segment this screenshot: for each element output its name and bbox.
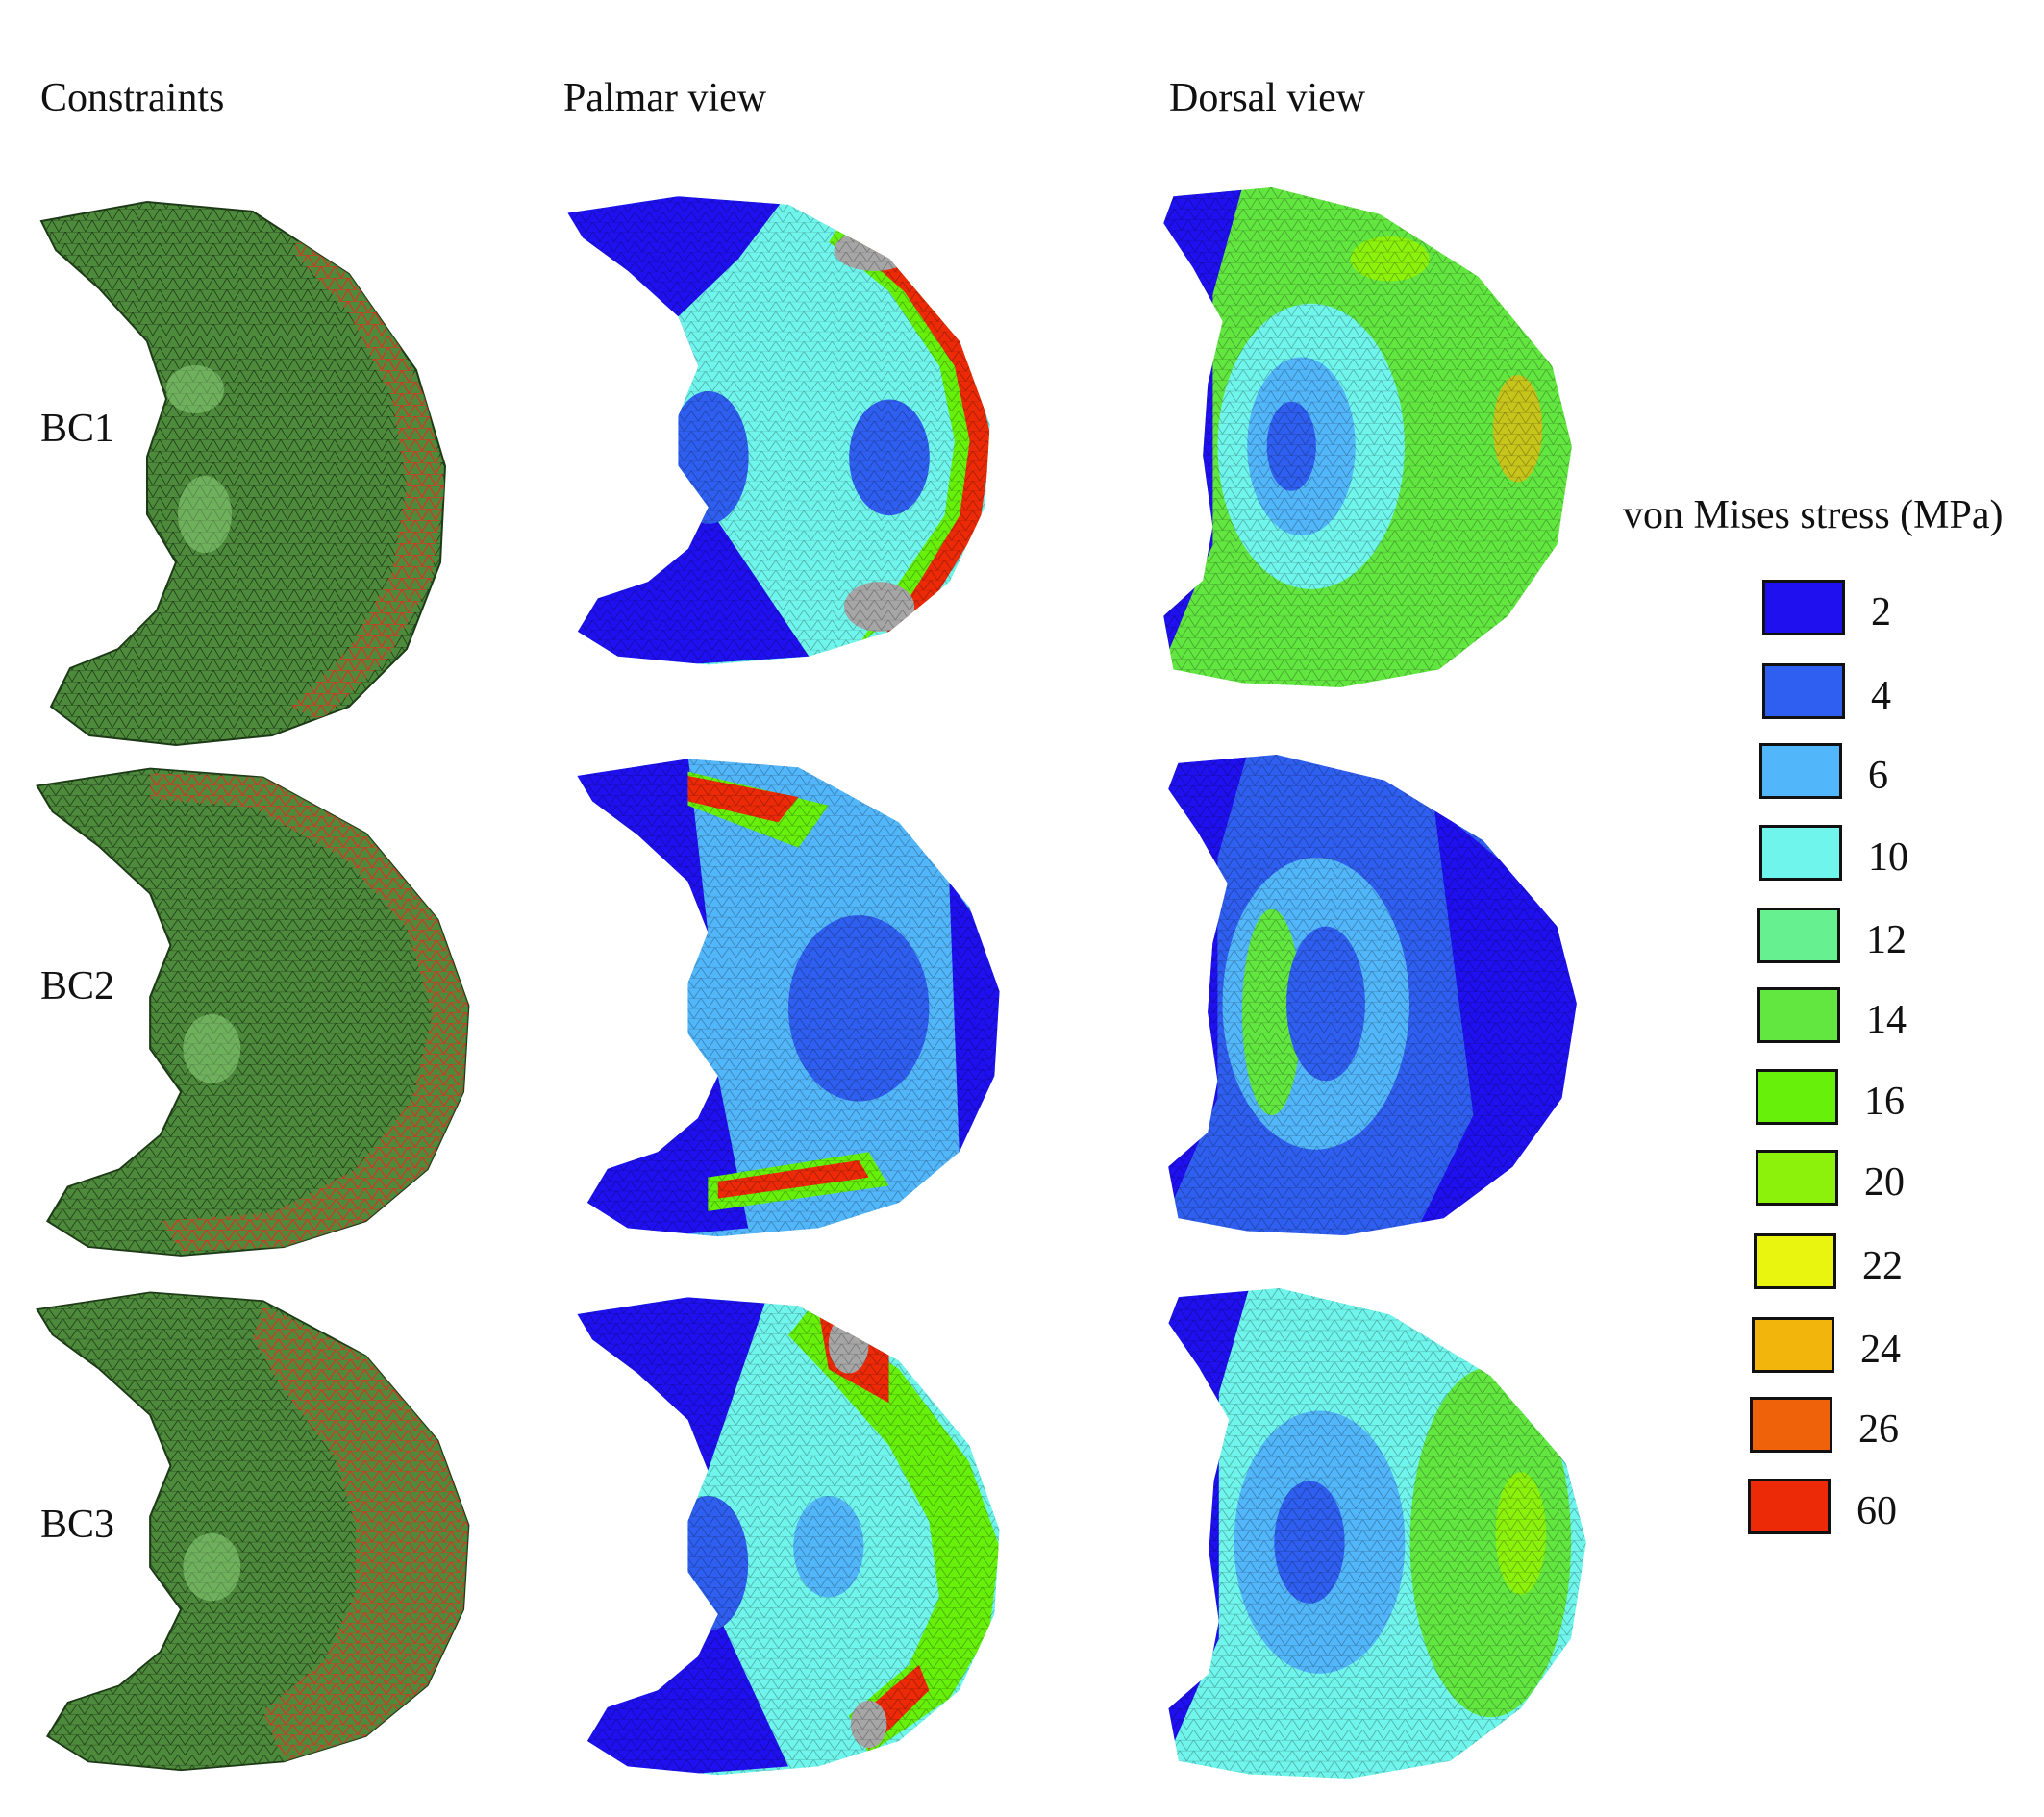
legend-swatch [1756, 1150, 1838, 1206]
legend-swatch [1759, 743, 1842, 799]
column-header-dorsal-view: Dorsal view [1169, 76, 1366, 120]
row-label-bc2: BC2 [40, 964, 115, 1008]
legend-swatch [1757, 987, 1840, 1043]
legend-value-label: 2 [1871, 590, 1891, 635]
constraint-mesh-bc2 [36, 767, 470, 1257]
row-label-bc3: BC3 [40, 1503, 115, 1547]
row-label-bc1: BC1 [40, 407, 115, 451]
column-header-palmar-view: Palmar view [563, 76, 767, 120]
legend-swatch [1748, 1479, 1831, 1534]
legend-swatch [1759, 825, 1842, 881]
dorsal-stress-map-bc3 [1168, 1288, 1586, 1779]
legend-value-label: 12 [1866, 918, 1907, 962]
legend-value-label: 60 [1857, 1489, 1897, 1533]
legend-value-label: 16 [1864, 1080, 1905, 1124]
legend-value-label: 10 [1868, 835, 1908, 880]
legend-swatch [1756, 1069, 1838, 1125]
constraint-mesh-bc3 [36, 1291, 470, 1772]
legend-value-label: 4 [1871, 674, 1891, 718]
legend-swatch [1750, 1397, 1832, 1453]
legend-swatch [1757, 908, 1840, 963]
legend-swatch [1754, 1233, 1836, 1289]
palmar-stress-map-bc1 [567, 196, 990, 665]
column-header-constraints: Constraints [40, 76, 225, 120]
legend-title: von Mises stress (MPa) [1623, 493, 2004, 537]
palmar-stress-map-bc2 [577, 759, 1000, 1237]
legend-swatch [1752, 1317, 1834, 1373]
dorsal-stress-map-bc1 [1163, 187, 1572, 687]
legend-value-label: 24 [1860, 1328, 1901, 1372]
legend-swatch [1762, 580, 1845, 635]
legend-swatch [1762, 663, 1845, 719]
dorsal-stress-map-bc2 [1168, 755, 1577, 1235]
legend-value-label: 14 [1866, 998, 1907, 1042]
palmar-stress-map-bc3 [577, 1297, 1000, 1776]
constraint-mesh-bc1 [39, 200, 447, 747]
legend-value-label: 6 [1868, 754, 1888, 798]
legend-value-label: 20 [1864, 1160, 1905, 1205]
legend-value-label: 22 [1862, 1244, 1903, 1288]
legend-value-label: 26 [1858, 1407, 1899, 1452]
